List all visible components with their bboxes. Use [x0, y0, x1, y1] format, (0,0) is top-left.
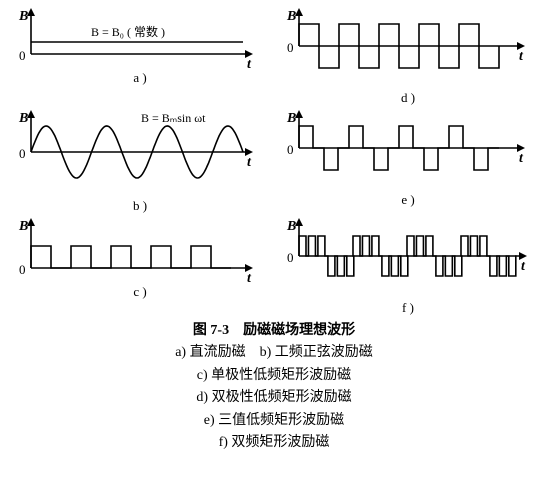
caption-title: 图 7-3 励磁磁场理想波形 — [0, 320, 548, 342]
panel-label-d: d ) — [401, 90, 415, 106]
svg-text:0: 0 — [287, 40, 294, 55]
svg-text:0: 0 — [19, 262, 26, 277]
panel-label-f: f ) — [402, 300, 414, 316]
panel-f: Bt 0 f ) — [276, 216, 540, 316]
svg-text:t: t — [519, 49, 524, 64]
panel-e: Bt 0 e ) — [276, 108, 540, 214]
svg-text:0: 0 — [287, 250, 294, 265]
svg-text:B: B — [18, 111, 28, 126]
svg-text:t: t — [247, 57, 252, 68]
svg-text:t: t — [247, 155, 252, 170]
svg-text:0: 0 — [19, 48, 26, 63]
svg-text:t: t — [247, 271, 252, 282]
panel-label-c: c ) — [133, 284, 146, 300]
panel-label-a: a ) — [133, 70, 146, 86]
svg-text:0: 0 — [19, 146, 26, 161]
svg-text:B = B₀ ( 常数 ): B = B₀ ( 常数 ) — [91, 24, 165, 39]
svg-text:t: t — [519, 151, 524, 166]
caption-line: c) 单极性低频矩形波励磁 — [0, 365, 548, 387]
panel-label-e: e ) — [401, 192, 414, 208]
panel-a: Bt 0 B = B₀ ( 常数 ) a ) — [8, 6, 272, 106]
svg-text:B: B — [286, 111, 296, 126]
caption-line: a) 直流励磁 b) 工频正弦波励磁 — [0, 342, 548, 364]
panel-b: Bt 0 B = Bₘsin ωt b ) — [8, 108, 272, 214]
panel-label-b: b ) — [133, 198, 147, 214]
panel-c: Bt 0 c ) — [8, 216, 272, 316]
svg-text:B: B — [286, 9, 296, 24]
svg-text:B: B — [18, 9, 28, 24]
caption-line: f) 双频矩形波励磁 — [0, 432, 548, 454]
svg-text:B = Bₘsin ωt: B = Bₘsin ωt — [141, 111, 206, 125]
svg-text:B: B — [18, 219, 28, 234]
figure-caption: 图 7-3 励磁磁场理想波形a) 直流励磁 b) 工频正弦波励磁c) 单极性低频… — [0, 316, 548, 454]
panel-d: Bt 0 d ) — [276, 6, 540, 106]
svg-text:t: t — [521, 259, 526, 274]
svg-text:0: 0 — [287, 142, 294, 157]
caption-line: d) 双极性低频矩形波励磁 — [0, 387, 548, 409]
svg-text:B: B — [286, 219, 296, 234]
caption-line: e) 三值低频矩形波励磁 — [0, 410, 548, 432]
